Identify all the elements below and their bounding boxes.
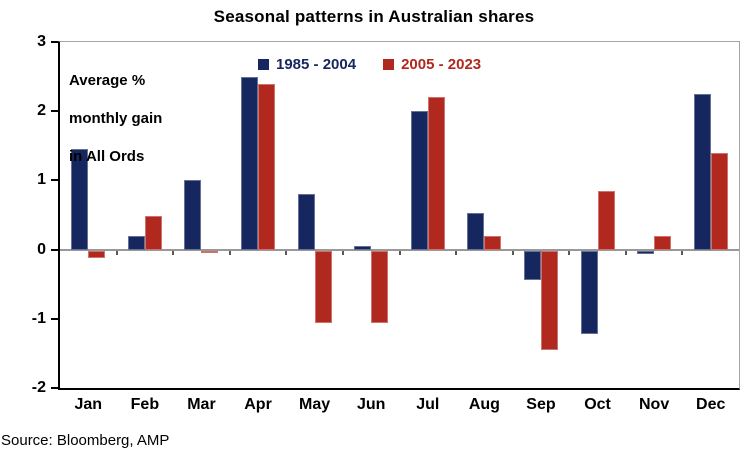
bar-jun-series1	[354, 246, 372, 250]
legend-swatch-red	[383, 59, 395, 70]
y-axis-tick	[51, 41, 58, 43]
y-tick-label: -1	[31, 309, 46, 327]
bar-sep-series2	[540, 250, 558, 350]
annotation-line-1: Average %	[69, 72, 146, 89]
x-axis-tick	[455, 249, 458, 255]
y-axis-tick	[51, 179, 58, 182]
bar-apr-series2	[258, 83, 276, 250]
bar-feb-series2	[144, 216, 162, 250]
y-axis-tick	[51, 248, 58, 251]
bar-feb-series1	[127, 235, 145, 250]
y-axis-tick	[51, 110, 58, 113]
plot-area: Average % monthly gain in All Ords 1985 …	[32, 33, 740, 413]
y-tick-label: 3	[37, 33, 46, 50]
y-axis-tick	[51, 317, 58, 320]
bar-jan-series2	[88, 250, 106, 258]
legend-item-2005-2023: 2005 - 2023	[383, 56, 481, 73]
bar-oct-series2	[597, 190, 615, 250]
x-axis-tick	[341, 249, 344, 255]
x-tick-label-jan: Jan	[74, 396, 103, 413]
x-tick-label-oct: Oct	[584, 396, 611, 413]
bar-mar-series2	[201, 250, 219, 253]
x-axis-tick	[115, 249, 118, 255]
y-tick-label: -2	[31, 379, 46, 396]
x-tick-label-may: May	[299, 396, 331, 413]
y-tick-label: 1	[37, 171, 46, 189]
bar-jun-series2	[371, 250, 389, 324]
x-axis-tick	[398, 249, 401, 255]
x-tick-label-aug: Aug	[468, 396, 500, 413]
x-tick-label-mar: Mar	[187, 396, 216, 413]
bar-oct-series1	[580, 250, 598, 334]
x-axis-tick	[511, 249, 514, 255]
bar-aug-series2	[484, 235, 502, 250]
bar-nov-series2	[654, 235, 672, 250]
bar-jul-series2	[427, 97, 445, 250]
bar-jan-series1	[71, 149, 89, 250]
x-tick-label-nov: Nov	[639, 396, 670, 413]
bar-nov-series1	[637, 250, 655, 255]
x-tick-label-sep: Sep	[526, 396, 556, 413]
bar-sep-series1	[523, 250, 541, 281]
bar-may-series1	[297, 194, 315, 250]
x-tick-label-dec: Dec	[696, 396, 726, 413]
legend-swatch-blue	[258, 59, 269, 70]
x-axis-tick	[285, 249, 288, 255]
y-axis-tick	[51, 387, 58, 389]
annotation-line-3: in All Ords	[69, 148, 145, 165]
chart-title: Seasonal patterns in Australian shares	[213, 7, 535, 26]
bar-aug-series1	[467, 212, 485, 250]
x-tick-label-feb: Feb	[130, 396, 160, 413]
annotation-line-2: monthly gain	[69, 110, 163, 127]
legend: 1985 - 2004 2005 - 2023	[258, 56, 481, 73]
bar-dec-series1	[693, 93, 711, 250]
x-axis-tick	[681, 249, 684, 255]
x-tick-label-jul: Jul	[416, 396, 440, 413]
bar-may-series2	[314, 250, 332, 324]
x-axis-tick	[228, 249, 231, 255]
x-axis-zero-line	[60, 248, 739, 251]
bar-mar-series1	[184, 180, 202, 250]
x-axis-tick	[568, 249, 571, 255]
source-note: Source: Bloomberg, AMP	[1, 432, 170, 449]
x-axis-tick	[172, 249, 175, 255]
legend-label-1985-2004: 1985 - 2004	[276, 56, 357, 73]
annotation-all-ords: Average % monthly gain in All Ords	[69, 52, 162, 185]
y-tick-label: 0	[37, 240, 46, 258]
bar-apr-series1	[241, 76, 259, 250]
bar-dec-series2	[710, 152, 728, 250]
legend-label-2005-2023: 2005 - 2023	[401, 56, 482, 73]
x-tick-label-jun: Jun	[356, 396, 386, 413]
x-tick-label-apr: Apr	[244, 396, 272, 413]
y-tick-label: 2	[37, 102, 46, 120]
x-axis-tick	[624, 249, 627, 255]
bar-jul-series1	[410, 111, 428, 250]
legend-item-1985-2004: 1985 - 2004	[258, 56, 356, 73]
